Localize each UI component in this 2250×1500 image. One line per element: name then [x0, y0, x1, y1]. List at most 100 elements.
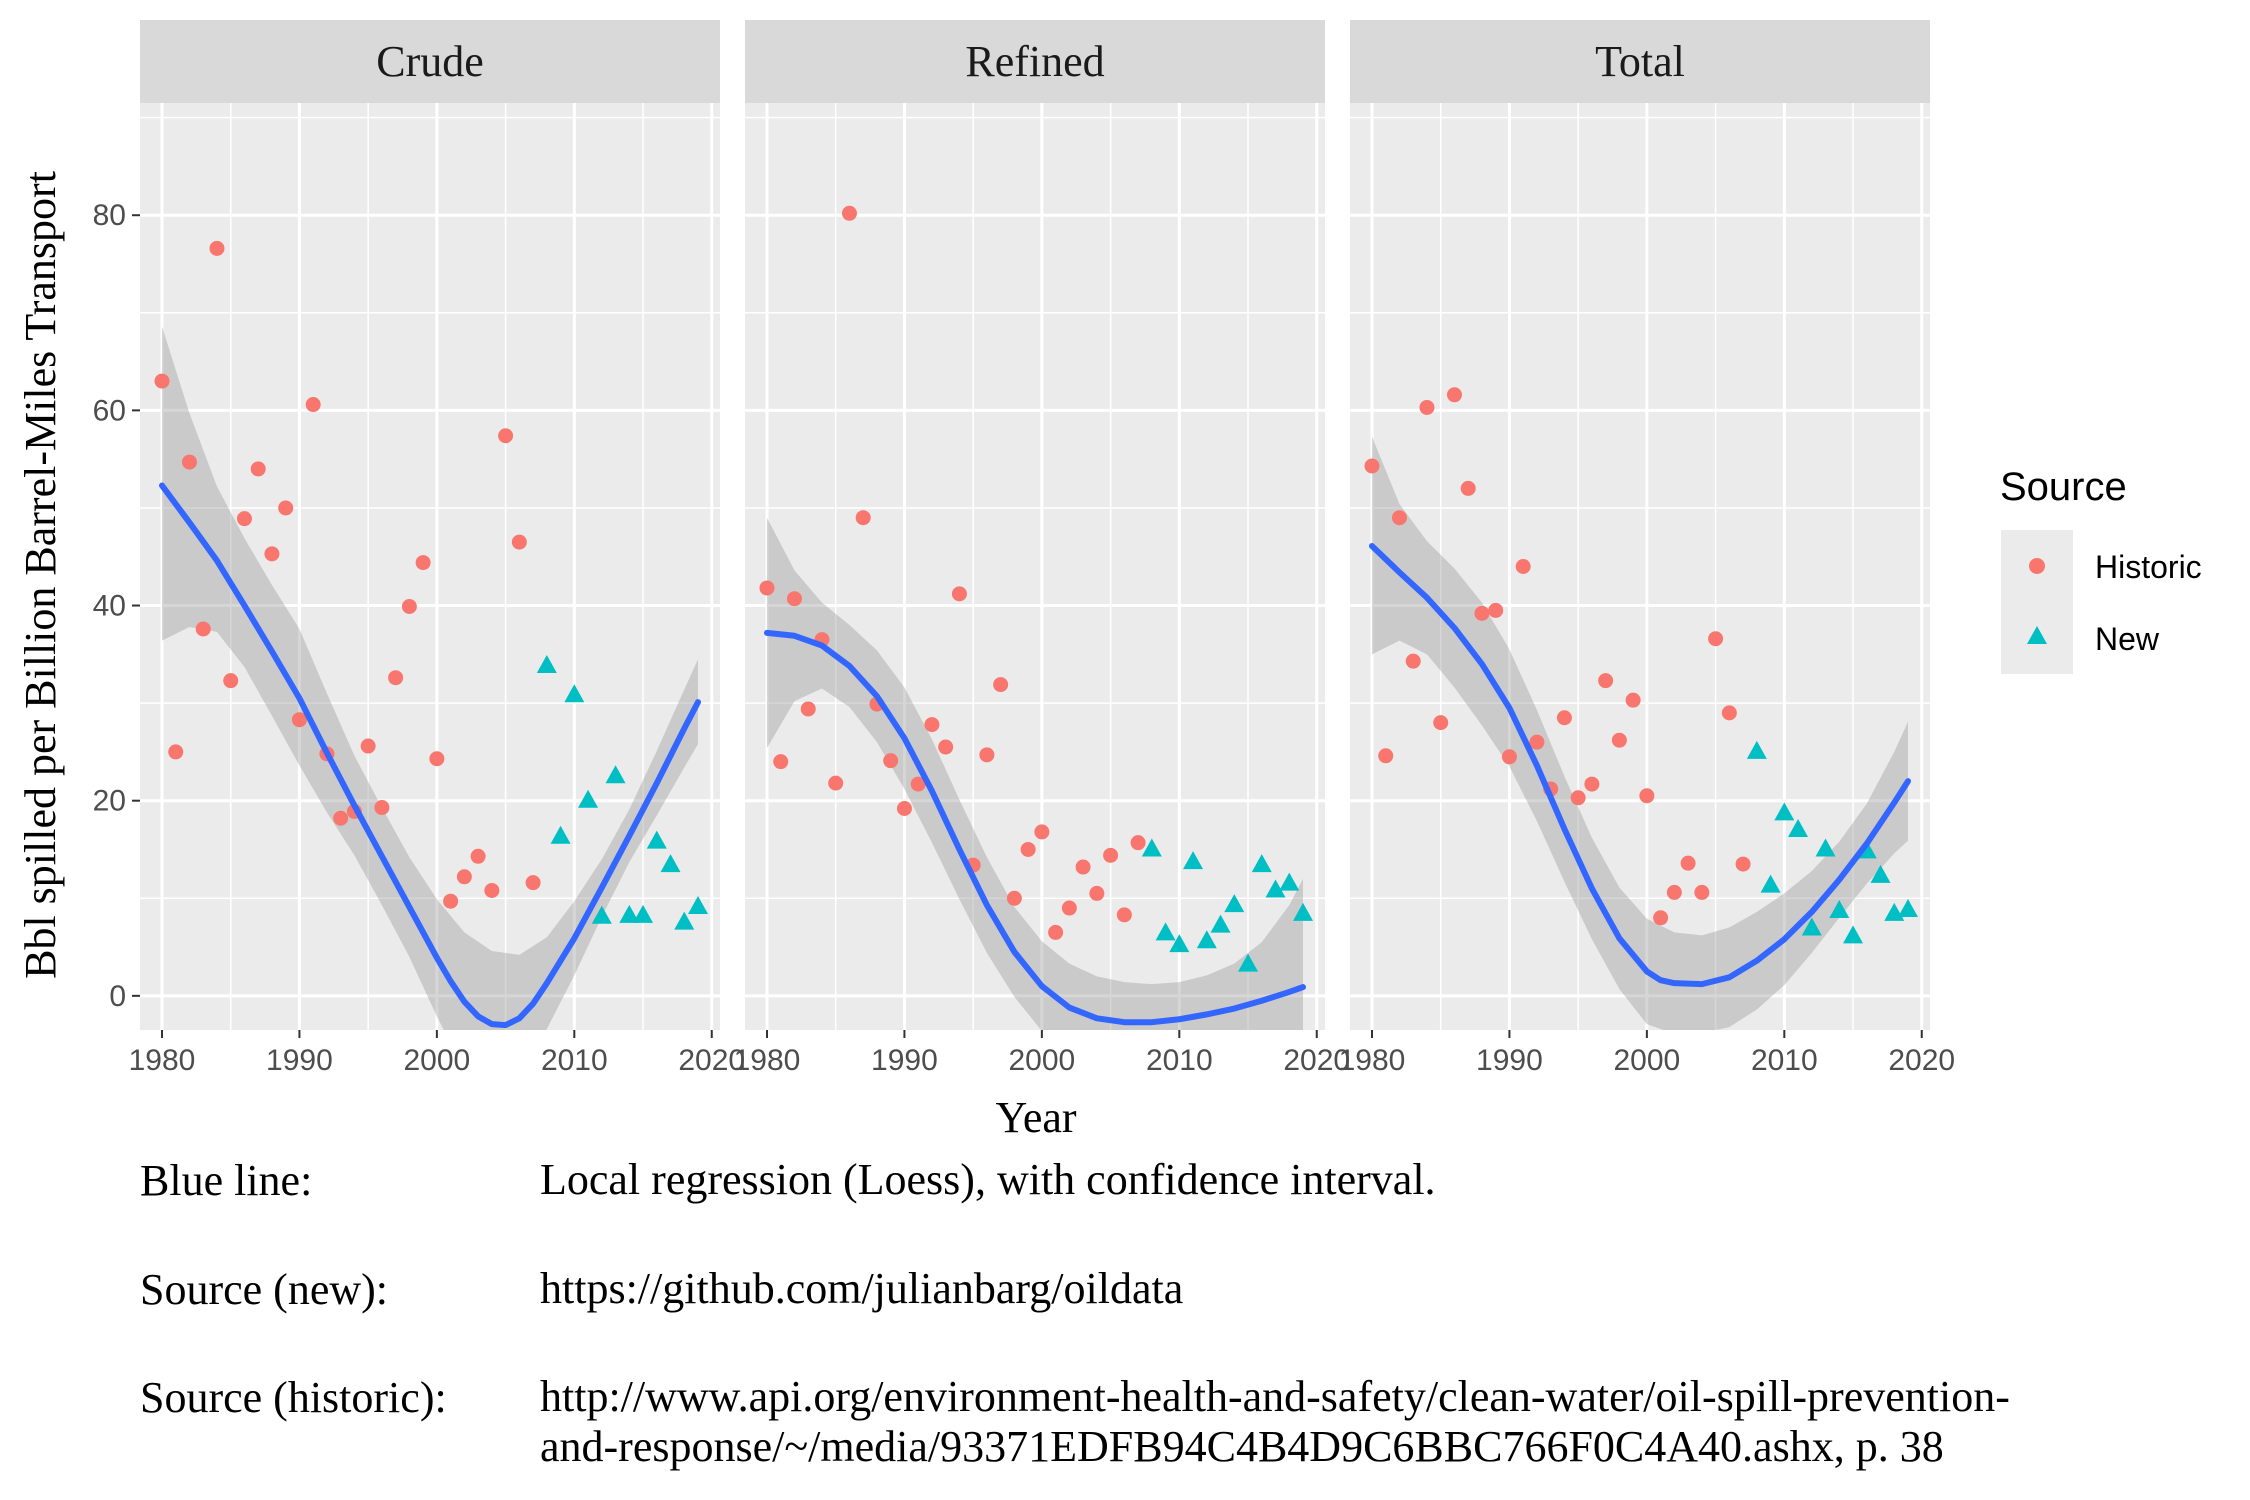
point-historic — [525, 875, 541, 891]
point-historic — [456, 869, 472, 885]
point-historic — [278, 500, 294, 516]
point-historic — [910, 776, 926, 792]
point-new — [536, 655, 557, 674]
point-new — [1196, 930, 1217, 949]
point-historic — [1006, 890, 1022, 906]
point-historic — [759, 580, 775, 596]
point-new — [1815, 838, 1836, 857]
point-historic — [1020, 841, 1036, 857]
point-historic — [1419, 399, 1435, 415]
point-historic — [800, 701, 816, 717]
x-tick-label: 1980 — [734, 1044, 801, 1077]
point-historic — [1735, 856, 1751, 872]
point-historic — [250, 461, 266, 477]
point-new — [1293, 902, 1314, 921]
point-historic — [883, 753, 899, 769]
x-tick-label: 2020 — [1283, 1044, 1350, 1077]
point-historic — [1460, 480, 1476, 496]
point-new — [1279, 872, 1300, 891]
point-historic — [209, 240, 225, 256]
point-historic — [896, 800, 912, 816]
point-new — [578, 789, 599, 808]
point-new — [660, 854, 681, 873]
point-new — [1155, 922, 1176, 941]
point-historic — [1474, 605, 1490, 621]
point-historic — [1708, 631, 1724, 647]
point-new — [1183, 851, 1204, 870]
facet-strip — [140, 20, 720, 103]
confidence-ribbon — [766, 517, 1304, 1030]
x-tick-label: 1980 — [1339, 1044, 1406, 1077]
point-new — [1788, 818, 1809, 837]
point-historic — [305, 397, 321, 413]
legend-title: Source — [2000, 465, 2127, 509]
point-new — [1801, 917, 1822, 936]
point-historic — [773, 754, 789, 770]
point-historic — [1048, 924, 1064, 940]
point-historic — [1378, 748, 1394, 764]
x-tick-label: 2020 — [678, 1044, 745, 1077]
point-historic — [1556, 710, 1572, 726]
point-new — [1870, 864, 1891, 883]
point-new — [591, 905, 612, 924]
x-tick-label: 2020 — [1888, 1044, 1955, 1077]
y-tick-label: 60 — [93, 394, 126, 427]
x-tick-label: 1990 — [266, 1044, 333, 1077]
point-historic — [1570, 790, 1586, 806]
point-historic — [1598, 673, 1614, 689]
panel-background — [1350, 103, 1930, 1030]
confidence-ribbon — [1371, 436, 1909, 1030]
point-historic — [786, 591, 802, 607]
point-historic — [841, 205, 857, 221]
caption-value: https://github.com/julianbarg/oildata — [540, 1264, 1184, 1313]
x-axis-title: Year — [995, 1093, 1076, 1142]
point-new — [1169, 934, 1190, 953]
point-historic — [498, 428, 514, 444]
point-historic — [236, 511, 252, 527]
x-tick-label: 1980 — [129, 1044, 196, 1077]
loess-line — [763, 629, 1307, 1026]
point-new — [1251, 854, 1272, 873]
point-historic — [401, 599, 417, 615]
point-historic — [1075, 859, 1091, 875]
point-historic — [374, 800, 390, 816]
point-new — [1224, 894, 1245, 913]
point-new — [605, 765, 626, 784]
point-historic — [1584, 776, 1600, 792]
point-historic — [951, 586, 967, 602]
x-tick-label: 2000 — [1008, 1044, 1075, 1077]
point-historic — [195, 621, 211, 637]
y-tick-label: 80 — [93, 199, 126, 232]
point-historic — [511, 534, 527, 550]
point-historic — [924, 717, 940, 733]
point-new — [1774, 802, 1795, 821]
point-historic — [388, 670, 404, 686]
panel-crude — [140, 103, 720, 1030]
facet-strip — [745, 20, 1325, 103]
point-historic — [1103, 847, 1119, 863]
point-historic — [938, 739, 954, 755]
facet-strip-title: Crude — [376, 37, 484, 86]
point-historic — [1501, 749, 1517, 765]
panel-refined — [745, 103, 1325, 1030]
facet-strip-title: Refined — [965, 37, 1104, 86]
point-historic — [1391, 510, 1407, 526]
point-historic — [415, 555, 431, 571]
caption-label: Blue line: — [140, 1156, 313, 1205]
point-new — [1898, 898, 1919, 917]
x-tick-label: 2010 — [1751, 1044, 1818, 1077]
point-new — [688, 896, 709, 915]
legend-label-historic: Historic — [2095, 549, 2202, 585]
point-historic — [1488, 602, 1504, 618]
point-new — [1265, 879, 1286, 898]
point-historic — [223, 673, 239, 689]
point-new — [619, 904, 640, 923]
point-new — [1141, 838, 1162, 857]
x-tick-label: 1990 — [871, 1044, 938, 1077]
legend-key-new — [2027, 626, 2047, 644]
caption-value: http://www.api.org/environment-health-an… — [540, 1372, 2010, 1471]
point-historic — [1611, 732, 1627, 748]
panel-background — [140, 103, 720, 1030]
y-axis-title: Bbl spilled per Billion Barrel-Miles Tra… — [16, 171, 65, 979]
point-historic — [291, 712, 307, 728]
